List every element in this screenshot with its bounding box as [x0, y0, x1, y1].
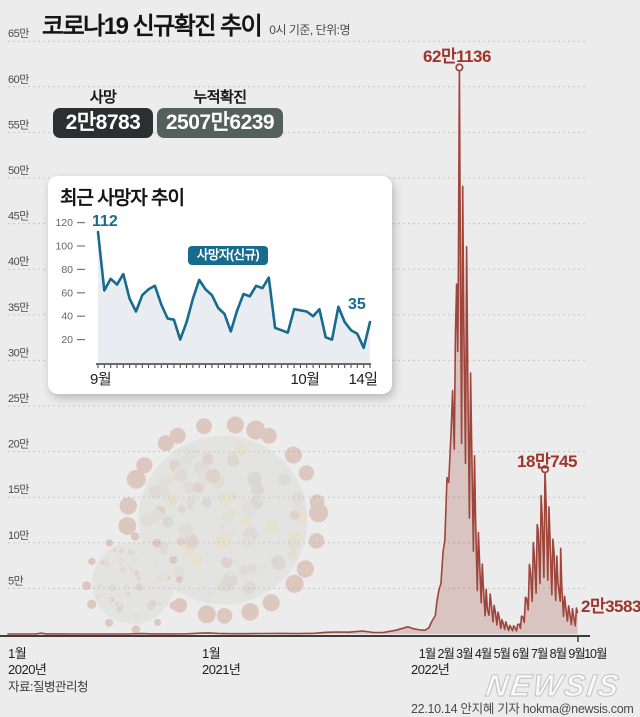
inset-first-value-label: 112 [92, 213, 118, 230]
peak-marker [455, 63, 464, 72]
cumulative-stat-value: 2507만6239 [157, 108, 283, 138]
y-tick-label: 35만 [8, 301, 29, 314]
byline-credit: 22.10.14 안지혜 기자 hokma@newsis.com [411, 702, 634, 716]
y-tick-label: 15만 [8, 483, 29, 496]
inset-y-tick-label: 60 [61, 287, 73, 299]
inset-y-tick-label: 120 [55, 217, 73, 229]
inset-legend-badge: 사망자(신규) [188, 246, 268, 265]
x-label-2022-month: 7월 [530, 647, 548, 661]
y-tick-label: 25만 [8, 392, 29, 405]
death-stat-value: 2만8783 [53, 108, 153, 138]
cumulative-stat-label: 누적확진 [193, 89, 247, 106]
x-label-2022-month: 6월 [512, 647, 529, 661]
x-label-2022-month: 9월 [568, 647, 585, 661]
header: 코로나19 신규확진 추이 0시 기준, 단위:명 [42, 6, 351, 41]
y-tick-label: 10만 [8, 529, 29, 542]
x-label-2022-month: 3월 [456, 647, 473, 661]
death-stat-label: 사망 [89, 89, 117, 106]
x-label-2022-month: 5월 [493, 647, 511, 661]
page-subtitle: 0시 기준, 단위:명 [269, 23, 351, 37]
coronavirus-watermark-icon [82, 416, 329, 634]
y-tick-label: 40만 [8, 255, 29, 268]
x-label-2022-month: 4월 [474, 647, 492, 661]
y-tick-label: 30만 [8, 346, 29, 359]
x-label-2020-year: 2020년 [8, 662, 47, 677]
inset-y-tick-label: 100 [55, 241, 73, 253]
annotation-latest-value: 2만3583 [581, 597, 640, 616]
inset-deaths-line [96, 230, 372, 350]
x-label-2022-month: 10월 [584, 647, 607, 661]
inset-x-label-sep: 9월 [90, 371, 112, 388]
x-label-2022-month: 8월 [549, 647, 567, 661]
inset-x-label-14th: 14일 [348, 371, 379, 388]
y-tick-label: 65만 [8, 27, 29, 40]
y-tick-label: 20만 [8, 438, 29, 451]
cases-line [7, 66, 579, 635]
inset-last-value-label: 35 [348, 296, 366, 313]
inset-x-label-oct: 10월 [290, 371, 321, 388]
inset-title: 최근 사망자 추이 [60, 188, 185, 209]
y-tick-label: 45만 [8, 210, 29, 223]
page-title: 코로나19 신규확진 추이 [42, 13, 263, 40]
inset-y-tick-label: 80 [61, 264, 73, 276]
inset-area-fill [98, 232, 370, 363]
inset-y-tick-label: 20 [61, 334, 73, 346]
y-tick-label: 55만 [8, 118, 29, 131]
y-tick-label: 5만 [8, 574, 24, 587]
x-label-2021-year: 2021년 [202, 662, 241, 677]
x-label-2020-month: 1월 [8, 646, 27, 661]
y-tick-label: 50만 [8, 164, 29, 177]
x-label-2022-year: 2022년 [411, 662, 450, 677]
annotation-peak-march: 62만1136 [423, 47, 491, 66]
inset-deaths-chart: 120 100 80 60 40 20 [55, 217, 372, 368]
data-source-note: 자료:질병관리청 [8, 680, 88, 694]
annotation-peak-august: 18만745 [517, 452, 577, 471]
peak-marker [540, 465, 550, 474]
x-label-2021-month: 1월 [202, 646, 221, 661]
y-tick-label: 60만 [8, 73, 29, 86]
inset-deaths-panel: 120 100 80 60 40 20 최근 사망자 추이 사망자(신규) 112 35 … [48, 176, 392, 394]
x-label-2022-month: 1월 [418, 647, 436, 661]
x-label-2022-month: 2월 [437, 647, 454, 661]
inset-y-tick-label: 40 [61, 311, 73, 323]
